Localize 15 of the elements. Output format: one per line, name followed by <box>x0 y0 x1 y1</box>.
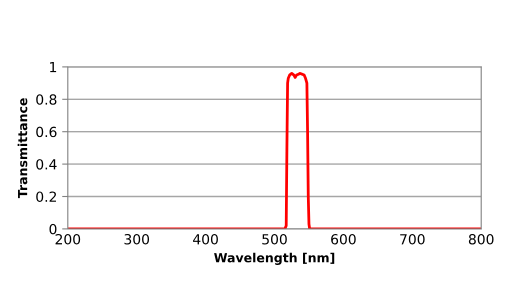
x-tick-label: 300 <box>124 234 150 245</box>
x-tick-label: 600 <box>331 234 356 245</box>
x-axis-title: Wavelength [nm] <box>214 252 334 265</box>
y-tick-label: 0.2 <box>36 191 56 202</box>
x-tick-label: 800 <box>468 234 494 245</box>
x-tick-label: 200 <box>56 234 80 245</box>
y-tick-label: 0.4 <box>36 159 57 170</box>
y-tick-label: 1 <box>50 62 56 72</box>
y-axis-title: Transmittance <box>18 98 28 198</box>
x-tick-label: 700 <box>400 234 425 245</box>
y-tick-label: 0.8 <box>36 94 56 105</box>
y-tick-label: 0 <box>49 224 56 234</box>
x-tick-label: 400 <box>193 234 218 245</box>
x-tick-label: 500 <box>262 234 287 245</box>
y-tick-label: 0.6 <box>36 126 57 138</box>
